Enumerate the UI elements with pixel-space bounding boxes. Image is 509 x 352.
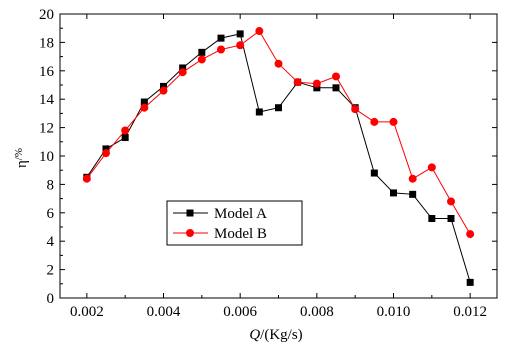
series-2 xyxy=(82,27,475,239)
data-point xyxy=(198,48,206,56)
data-point xyxy=(427,163,436,172)
y-tick-label: 0 xyxy=(47,291,55,307)
y-tick-label: 20 xyxy=(39,7,54,23)
data-point xyxy=(179,64,187,72)
data-point xyxy=(370,169,378,177)
legend-swatch-marker xyxy=(186,229,194,237)
legend-swatch-marker xyxy=(186,209,194,217)
data-point xyxy=(236,30,244,38)
series-1 xyxy=(83,30,474,286)
y-tick-label: 14 xyxy=(39,92,55,108)
data-point xyxy=(274,59,283,68)
x-tick-label: 0.012 xyxy=(453,304,487,320)
data-point xyxy=(275,104,282,112)
plot-frame xyxy=(59,13,498,299)
y-tick-label: 10 xyxy=(39,149,54,165)
x-tick-label: 0.004 xyxy=(147,304,181,320)
data-point xyxy=(121,126,130,135)
data-point xyxy=(408,174,417,183)
series-layer xyxy=(82,27,475,286)
data-point xyxy=(121,134,129,142)
data-point xyxy=(255,108,263,116)
data-point xyxy=(140,98,148,106)
legend-box xyxy=(166,200,303,246)
data-point xyxy=(217,34,225,42)
y-tick-label: 4 xyxy=(47,234,55,250)
data-point xyxy=(332,84,340,92)
data-point xyxy=(159,86,168,95)
data-point xyxy=(351,105,360,114)
data-point xyxy=(447,197,455,206)
y-axis-title: η/% xyxy=(13,148,30,168)
data-point xyxy=(217,45,225,54)
data-point xyxy=(390,189,397,197)
data-point xyxy=(312,79,321,88)
data-point xyxy=(236,41,245,50)
data-point xyxy=(178,68,187,77)
data-point xyxy=(293,78,302,87)
data-point xyxy=(102,149,110,158)
x-tick-label: 0.006 xyxy=(223,304,257,320)
data-point xyxy=(82,174,91,183)
data-point xyxy=(255,27,264,36)
data-point xyxy=(466,278,474,286)
y-tick-label: 18 xyxy=(39,35,54,51)
data-point xyxy=(332,72,340,81)
y-tick-label: 6 xyxy=(47,206,55,222)
x-tick-label: 0.008 xyxy=(300,304,334,320)
x-tick-label: 0.010 xyxy=(377,304,411,320)
x-axis-ticks: 0.002 0.004 0.006 0.008 0.010 0.012 xyxy=(70,14,487,320)
data-point xyxy=(370,117,379,126)
data-point xyxy=(409,190,417,198)
data-point xyxy=(197,55,206,64)
data-point xyxy=(160,82,167,90)
data-point xyxy=(389,117,398,126)
data-point xyxy=(313,84,321,92)
data-point xyxy=(466,230,475,239)
legend-label: Model B xyxy=(214,226,267,242)
y-axis-ticks: 0 2 4 6 8 10 12 14 16 18 20 xyxy=(39,7,497,307)
data-point xyxy=(102,145,110,153)
x-axis-title: Q/(Kg/s) xyxy=(249,327,302,343)
data-point xyxy=(140,103,149,112)
legend-label: Model A xyxy=(214,206,267,222)
y-tick-label: 8 xyxy=(47,177,55,193)
plot-area xyxy=(59,13,498,299)
y-tick-label: 16 xyxy=(39,64,55,80)
data-point xyxy=(447,214,455,222)
data-point xyxy=(428,214,436,222)
x-tick-label: 0.002 xyxy=(70,304,104,320)
y-tick-label: 12 xyxy=(39,121,54,137)
y-tick-label: 2 xyxy=(47,263,55,279)
legend: Model A Model B xyxy=(166,200,303,246)
